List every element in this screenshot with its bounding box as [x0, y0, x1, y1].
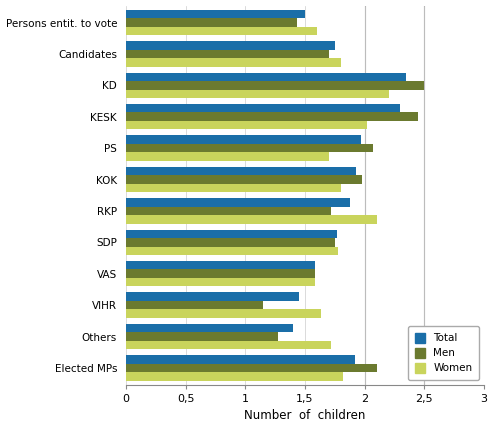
Legend: Total, Men, Women: Total, Men, Women [408, 326, 479, 380]
Bar [126, 270, 315, 278]
Bar [126, 301, 263, 309]
Bar [126, 372, 343, 380]
Bar [126, 41, 335, 50]
Bar [126, 113, 419, 121]
Bar [126, 10, 305, 18]
X-axis label: Number  of  children: Number of children [245, 410, 366, 422]
Bar [126, 81, 424, 89]
Bar [126, 215, 377, 223]
Bar [126, 278, 315, 286]
Bar [126, 207, 331, 215]
Bar [126, 364, 377, 372]
Bar [126, 50, 329, 58]
Bar [126, 198, 351, 207]
Bar [126, 18, 297, 27]
Bar [126, 73, 406, 81]
Bar [126, 58, 341, 67]
Bar [126, 104, 400, 113]
Bar [126, 341, 331, 349]
Bar [126, 184, 341, 192]
Bar [126, 152, 329, 161]
Bar [126, 175, 362, 184]
Bar [126, 292, 299, 301]
Bar [126, 167, 356, 175]
Bar [126, 309, 320, 318]
Bar [126, 229, 337, 238]
Bar [126, 324, 293, 332]
Bar [126, 144, 373, 152]
Bar [126, 355, 355, 364]
Bar [126, 89, 388, 98]
Bar [126, 135, 361, 144]
Bar [126, 247, 338, 255]
Bar [126, 27, 317, 35]
Bar [126, 238, 335, 247]
Bar [126, 332, 278, 341]
Bar [126, 121, 367, 129]
Bar [126, 261, 315, 270]
